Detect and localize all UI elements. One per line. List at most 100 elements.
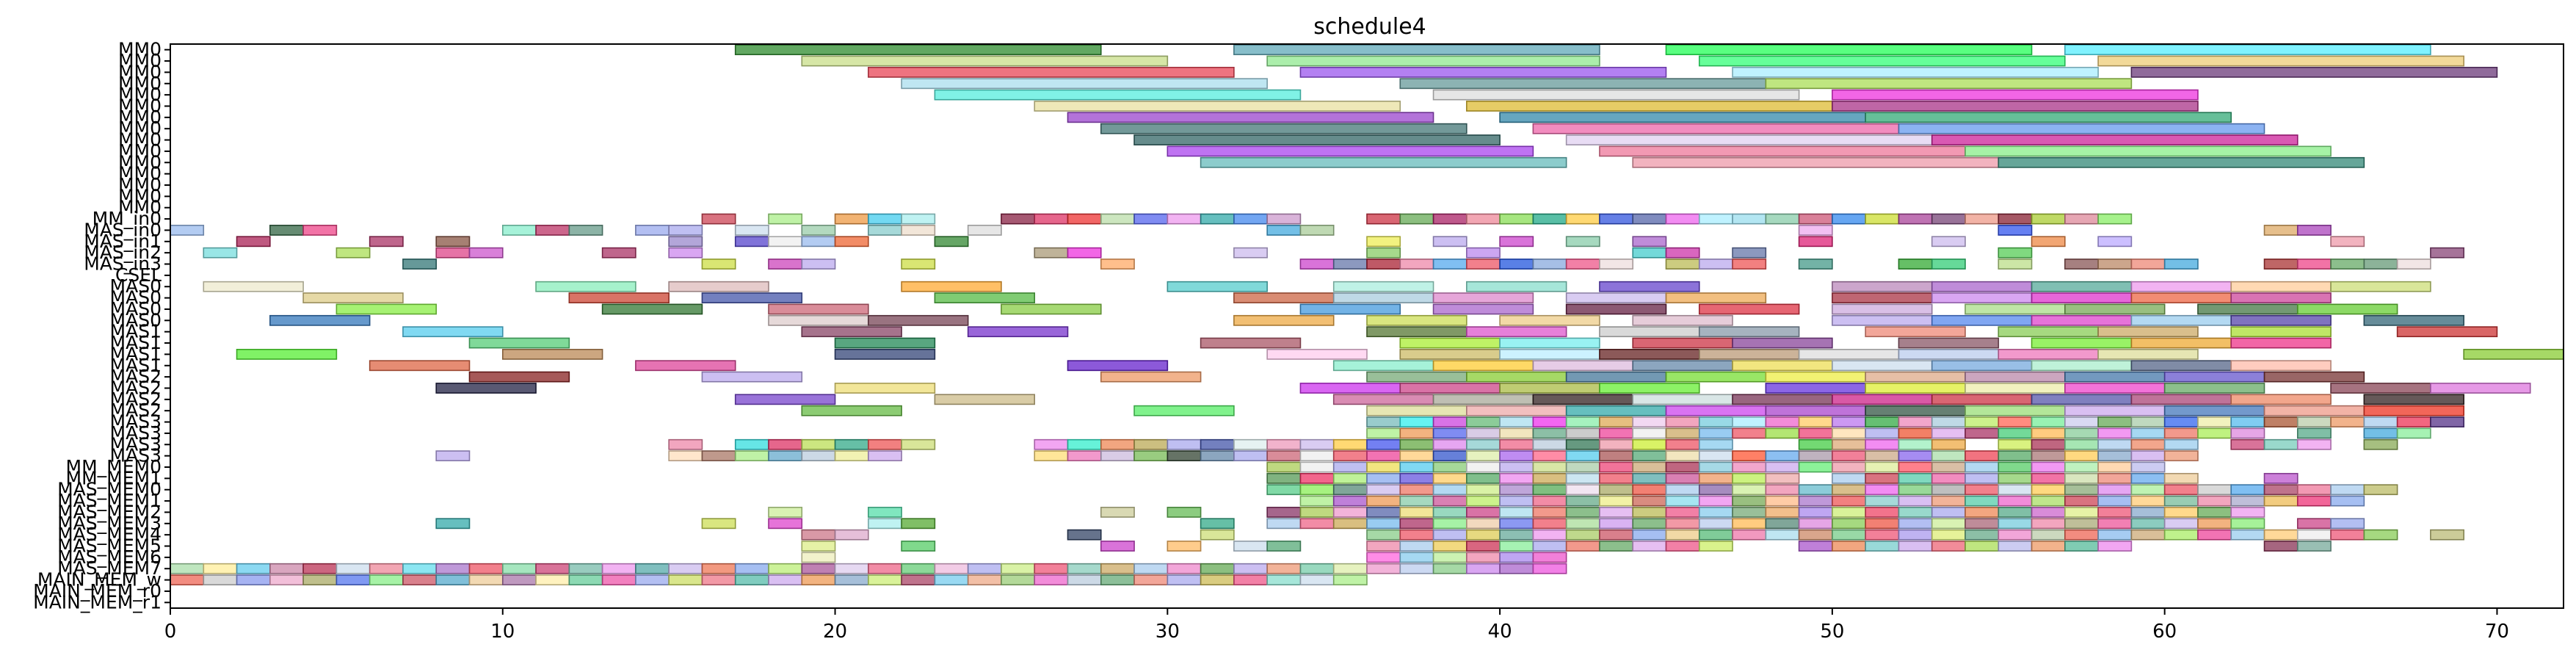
task-bar bbox=[1931, 360, 2033, 372]
task-bar bbox=[1599, 518, 1634, 530]
task-bar bbox=[2163, 405, 2265, 416]
task-bar bbox=[1964, 383, 2066, 394]
task-bar bbox=[1532, 472, 1567, 484]
task-bar bbox=[1798, 348, 1900, 360]
task-bar bbox=[1665, 405, 1767, 416]
task-bar bbox=[203, 574, 238, 586]
task-bar bbox=[1998, 247, 2033, 259]
task-bar bbox=[1299, 259, 1335, 270]
task-bar bbox=[1898, 461, 1933, 473]
task-bar bbox=[1599, 326, 1700, 338]
task-bar bbox=[1399, 259, 1434, 270]
task-bar bbox=[635, 360, 736, 372]
task-bar bbox=[1931, 472, 1966, 484]
task-bar bbox=[834, 213, 869, 225]
task-bar bbox=[2230, 314, 2332, 326]
task-bar bbox=[1532, 484, 1567, 496]
task-bar bbox=[1898, 472, 1933, 484]
task-bar bbox=[1732, 394, 1833, 405]
task-bar bbox=[2031, 236, 2066, 248]
task-bar bbox=[1665, 518, 1700, 530]
task-bar bbox=[2031, 518, 2066, 530]
task-bar bbox=[1399, 416, 1434, 427]
task-bar bbox=[1466, 405, 1567, 416]
task-bar bbox=[1599, 259, 1634, 270]
task-bar bbox=[1299, 484, 1335, 496]
task-bar bbox=[1931, 394, 2033, 405]
task-bar bbox=[2430, 383, 2531, 394]
task-bar bbox=[203, 247, 238, 259]
task-bar bbox=[2130, 495, 2166, 507]
task-bar bbox=[1765, 78, 2133, 90]
task-bar bbox=[1898, 484, 1933, 496]
task-bar bbox=[2064, 44, 2431, 56]
task-bar bbox=[1233, 314, 1335, 326]
task-bar bbox=[2263, 472, 2299, 484]
task-bar bbox=[2296, 529, 2332, 541]
task-bar bbox=[1167, 574, 1202, 586]
task-bar bbox=[1832, 101, 2199, 112]
task-bar bbox=[1299, 461, 1335, 473]
y-tick-label: MAS_in3 bbox=[84, 253, 162, 275]
task-bar bbox=[2031, 427, 2066, 439]
task-bar bbox=[1466, 259, 1501, 270]
task-bar bbox=[1366, 529, 1401, 541]
task-bar bbox=[2396, 416, 2431, 427]
task-bar bbox=[1432, 461, 1467, 473]
y-tick-label: MAS1 bbox=[110, 332, 162, 353]
task-bar bbox=[1499, 416, 1534, 427]
task-bar bbox=[1332, 472, 1368, 484]
task-bar bbox=[501, 563, 537, 574]
task-bar bbox=[170, 225, 205, 236]
task-bar bbox=[734, 394, 836, 405]
task-bar bbox=[1998, 541, 2033, 552]
task-bar bbox=[2230, 360, 2332, 372]
task-bar bbox=[1732, 416, 1767, 427]
task-bar bbox=[701, 518, 736, 530]
task-bar bbox=[1532, 541, 1567, 552]
task-bar bbox=[1100, 438, 1135, 450]
task-bar bbox=[1732, 495, 1767, 507]
task-bar bbox=[868, 213, 902, 225]
task-bar bbox=[1964, 529, 2000, 541]
task-bar bbox=[2031, 541, 2066, 552]
task-bar bbox=[1665, 461, 1700, 473]
task-bar bbox=[1732, 247, 1767, 259]
task-bar bbox=[1565, 303, 1667, 315]
task-bar bbox=[1167, 145, 1534, 157]
y-tick-label: MM0 bbox=[118, 140, 162, 162]
task-bar bbox=[1798, 225, 1833, 236]
task-bar bbox=[2230, 484, 2265, 496]
task-bar bbox=[2031, 495, 2066, 507]
task-bar bbox=[1632, 438, 1667, 450]
task-bar bbox=[1432, 438, 1467, 450]
task-bar bbox=[2064, 383, 2166, 394]
task-bar bbox=[1067, 213, 1102, 225]
task-bar bbox=[2363, 427, 2398, 439]
task-bar bbox=[1931, 416, 1966, 427]
task-bar bbox=[668, 438, 703, 450]
task-bar bbox=[2163, 484, 2199, 496]
task-bar bbox=[2130, 416, 2166, 427]
y-tick-label: MAS3 bbox=[110, 433, 162, 455]
task-bar bbox=[2130, 337, 2232, 349]
task-bar bbox=[1632, 427, 1667, 439]
task-bar bbox=[2263, 416, 2299, 427]
x-tick-label: 20 bbox=[823, 621, 847, 643]
x-tick-label: 60 bbox=[2152, 621, 2177, 643]
task-bar bbox=[1133, 405, 1235, 416]
task-bar bbox=[1432, 303, 1534, 315]
task-bar bbox=[2263, 495, 2299, 507]
task-bar bbox=[1665, 541, 1700, 552]
task-bar bbox=[2064, 438, 2099, 450]
task-bar bbox=[1565, 371, 1667, 383]
x-tick-label: 50 bbox=[1820, 621, 1844, 643]
task-bar bbox=[1332, 484, 1368, 496]
task-bar bbox=[1698, 472, 1733, 484]
task-bar bbox=[1865, 495, 1900, 507]
task-bar bbox=[1998, 156, 2365, 168]
task-bar bbox=[369, 574, 404, 586]
task-bar bbox=[269, 225, 304, 236]
task-bar bbox=[1964, 518, 2000, 530]
task-bar bbox=[1732, 337, 1833, 349]
